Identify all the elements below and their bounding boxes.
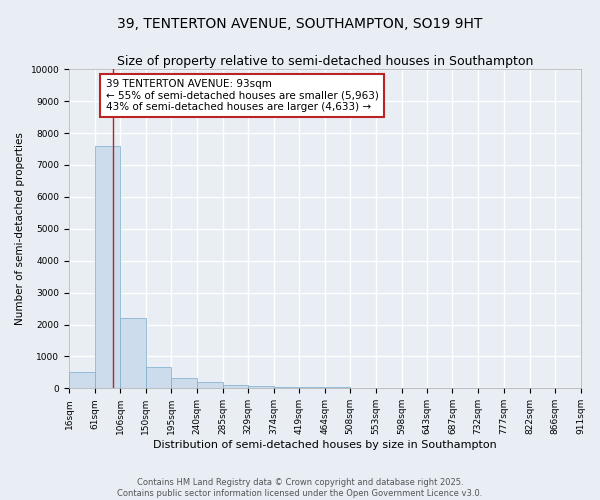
- Bar: [274, 386, 299, 388]
- Bar: [223, 385, 248, 388]
- Text: 39 TENTERTON AVENUE: 93sqm
← 55% of semi-detached houses are smaller (5,963)
43%: 39 TENTERTON AVENUE: 93sqm ← 55% of semi…: [106, 78, 379, 112]
- Bar: [69, 372, 95, 388]
- Bar: [95, 146, 121, 388]
- Text: 39, TENTERTON AVENUE, SOUTHAMPTON, SO19 9HT: 39, TENTERTON AVENUE, SOUTHAMPTON, SO19 …: [118, 18, 482, 32]
- Title: Size of property relative to semi-detached houses in Southampton: Size of property relative to semi-detach…: [116, 55, 533, 68]
- Bar: [299, 387, 325, 388]
- Bar: [248, 386, 274, 388]
- X-axis label: Distribution of semi-detached houses by size in Southampton: Distribution of semi-detached houses by …: [153, 440, 497, 450]
- Y-axis label: Number of semi-detached properties: Number of semi-detached properties: [15, 132, 25, 325]
- Bar: [197, 382, 223, 388]
- Bar: [172, 378, 197, 388]
- Text: Contains HM Land Registry data © Crown copyright and database right 2025.
Contai: Contains HM Land Registry data © Crown c…: [118, 478, 482, 498]
- Bar: [146, 366, 172, 388]
- Bar: [121, 318, 146, 388]
